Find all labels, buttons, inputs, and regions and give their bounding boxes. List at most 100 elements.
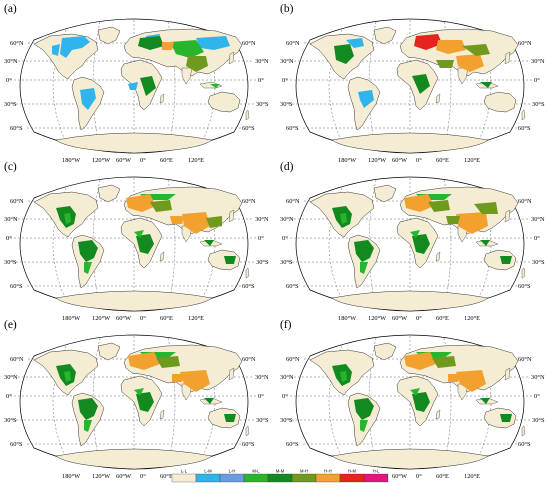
- legend-swatch-l-l: [171, 473, 197, 483]
- lat-label-right-e-0: 60°N: [242, 356, 256, 363]
- lon-label-b-2: 60°W: [392, 157, 408, 164]
- lat-label-right-f-1: 30°N: [531, 374, 545, 381]
- lat-label-left-d-4: 60°S: [286, 283, 299, 290]
- lon-label-c-3: 0°: [140, 315, 146, 322]
- lon-label-d-1: 120°W: [368, 315, 387, 322]
- lat-label-right-b-2: 0°: [534, 77, 540, 84]
- lat-label-left-c-0: 60°N: [10, 198, 24, 205]
- panel-label-d: (d): [280, 161, 294, 173]
- lat-label-left-b-3: 30°S: [280, 101, 293, 108]
- lon-label-e-3: 0°: [140, 473, 146, 480]
- lon-label-c-1: 120°W: [92, 315, 111, 322]
- lon-label-b-5: 120°E: [464, 157, 480, 164]
- lon-label-a-2: 60°W: [116, 157, 132, 164]
- map-panel-d: (d): [280, 161, 535, 312]
- lat-label-right-f-3: 30°S: [532, 417, 545, 424]
- lon-label-e-4: 60°E: [160, 473, 173, 480]
- lat-label-right-e-3: 30°S: [256, 417, 269, 424]
- lat-label-right-c-3: 30°S: [256, 259, 269, 266]
- lat-label-left-f-3: 30°S: [280, 417, 293, 424]
- lat-label-left-e-1: 30°N: [4, 374, 18, 381]
- lon-label-f-4: 60°E: [436, 473, 449, 480]
- lat-label-left-e-3: 30°S: [4, 417, 17, 424]
- lat-label-left-e-2: 0°: [6, 393, 12, 400]
- map-panel-b: (b): [280, 3, 535, 154]
- legend-label-l-m: L-M: [204, 468, 212, 473]
- lon-label-d-3: 0°: [416, 315, 422, 322]
- panel-label-a: (a): [4, 3, 17, 15]
- lat-label-right-c-2: 0°: [258, 235, 264, 242]
- map-panel-a: (a): [4, 3, 259, 154]
- lon-label-e-1: 120°W: [92, 473, 111, 480]
- lon-label-d-0: 180°W: [338, 315, 357, 322]
- lon-label-a-1: 120°W: [92, 157, 111, 164]
- lon-label-e-2: 60°W: [116, 473, 132, 480]
- legend-swatch-h-h: [315, 473, 341, 483]
- lon-label-f-2: 60°W: [392, 473, 408, 480]
- legend-label-l-h: L-H: [229, 468, 236, 473]
- map-panel-c: (c): [4, 161, 259, 312]
- lon-label-c-4: 60°E: [160, 315, 173, 322]
- lat-label-left-d-1: 30°N: [280, 216, 294, 223]
- lat-label-left-d-0: 60°N: [286, 198, 300, 205]
- lon-label-b-1: 120°W: [368, 157, 387, 164]
- lon-label-d-2: 60°W: [392, 315, 408, 322]
- legend-label-h-h: H-H: [324, 468, 331, 473]
- lat-label-right-e-1: 30°N: [255, 374, 269, 381]
- lat-label-right-c-4: 60°S: [242, 283, 255, 290]
- lat-label-right-d-4: 60°S: [518, 283, 531, 290]
- lat-label-right-a-4: 60°S: [242, 125, 255, 132]
- legend-label-h-l: H-L: [373, 468, 380, 473]
- legend-label-m-h: M-H: [300, 468, 308, 473]
- lon-label-b-3: 0°: [416, 157, 422, 164]
- lon-label-f-3: 0°: [416, 473, 422, 480]
- lat-label-left-f-0: 60°N: [286, 356, 300, 363]
- legend-swatch-m-h: [291, 473, 317, 483]
- lat-label-right-e-4: 60°S: [242, 441, 255, 448]
- lat-label-left-a-1: 30°N: [4, 58, 18, 65]
- lat-label-right-c-0: 60°N: [242, 198, 256, 205]
- lat-label-right-b-3: 30°S: [532, 101, 545, 108]
- lon-label-d-4: 60°E: [436, 315, 449, 322]
- lat-label-right-d-3: 30°S: [532, 259, 545, 266]
- lat-label-left-e-4: 60°S: [10, 441, 23, 448]
- lat-label-left-c-4: 60°S: [10, 283, 23, 290]
- map-panel-f: (f): [280, 319, 535, 470]
- lat-label-left-f-2: 0°: [282, 393, 288, 400]
- lat-label-left-c-2: 0°: [6, 235, 12, 242]
- lat-label-left-d-3: 30°S: [280, 259, 293, 266]
- lon-label-a-4: 60°E: [160, 157, 173, 164]
- lat-label-right-c-1: 30°N: [255, 216, 269, 223]
- lat-label-right-b-1: 30°N: [531, 58, 545, 65]
- panel-label-e: (e): [4, 319, 17, 331]
- panel-label-c: (c): [4, 161, 17, 173]
- lon-label-c-5: 120°E: [188, 315, 204, 322]
- lat-label-right-f-2: 0°: [534, 393, 540, 400]
- lon-label-c-2: 60°W: [116, 315, 132, 322]
- lon-label-e-0: 180°W: [62, 473, 81, 480]
- legend-swatch-l-h: [219, 473, 245, 483]
- panel-label-b: (b): [280, 3, 294, 15]
- lat-label-right-a-1: 30°N: [255, 58, 269, 65]
- legend-swatch-m-m: [267, 473, 293, 483]
- lon-label-a-0: 180°W: [62, 157, 81, 164]
- lat-label-left-b-0: 60°N: [286, 40, 300, 47]
- map-panel-e: (e): [4, 319, 259, 470]
- legend: L-L L-M L-H M-L M-M M-H H-H H-M H-L: [171, 468, 389, 483]
- lat-label-right-d-0: 60°N: [518, 198, 532, 205]
- lon-label-a-5: 120°E: [188, 157, 204, 164]
- lat-label-left-f-1: 30°N: [280, 374, 294, 381]
- lat-label-left-a-2: 0°: [6, 77, 12, 84]
- lat-label-right-e-2: 0°: [258, 393, 264, 400]
- lat-label-left-a-3: 30°S: [4, 101, 17, 108]
- lat-label-left-c-3: 30°S: [4, 259, 17, 266]
- lon-label-b-4: 60°E: [436, 157, 449, 164]
- legend-swatch-h-m: [339, 473, 365, 483]
- lat-label-right-a-0: 60°N: [242, 40, 256, 47]
- lon-label-b-0: 180°W: [338, 157, 357, 164]
- legend-label-h-m: H-M: [348, 468, 356, 473]
- legend-label-l-l: L-L: [181, 468, 188, 473]
- lat-label-left-e-0: 60°N: [10, 356, 24, 363]
- lat-label-right-b-4: 60°S: [518, 125, 531, 132]
